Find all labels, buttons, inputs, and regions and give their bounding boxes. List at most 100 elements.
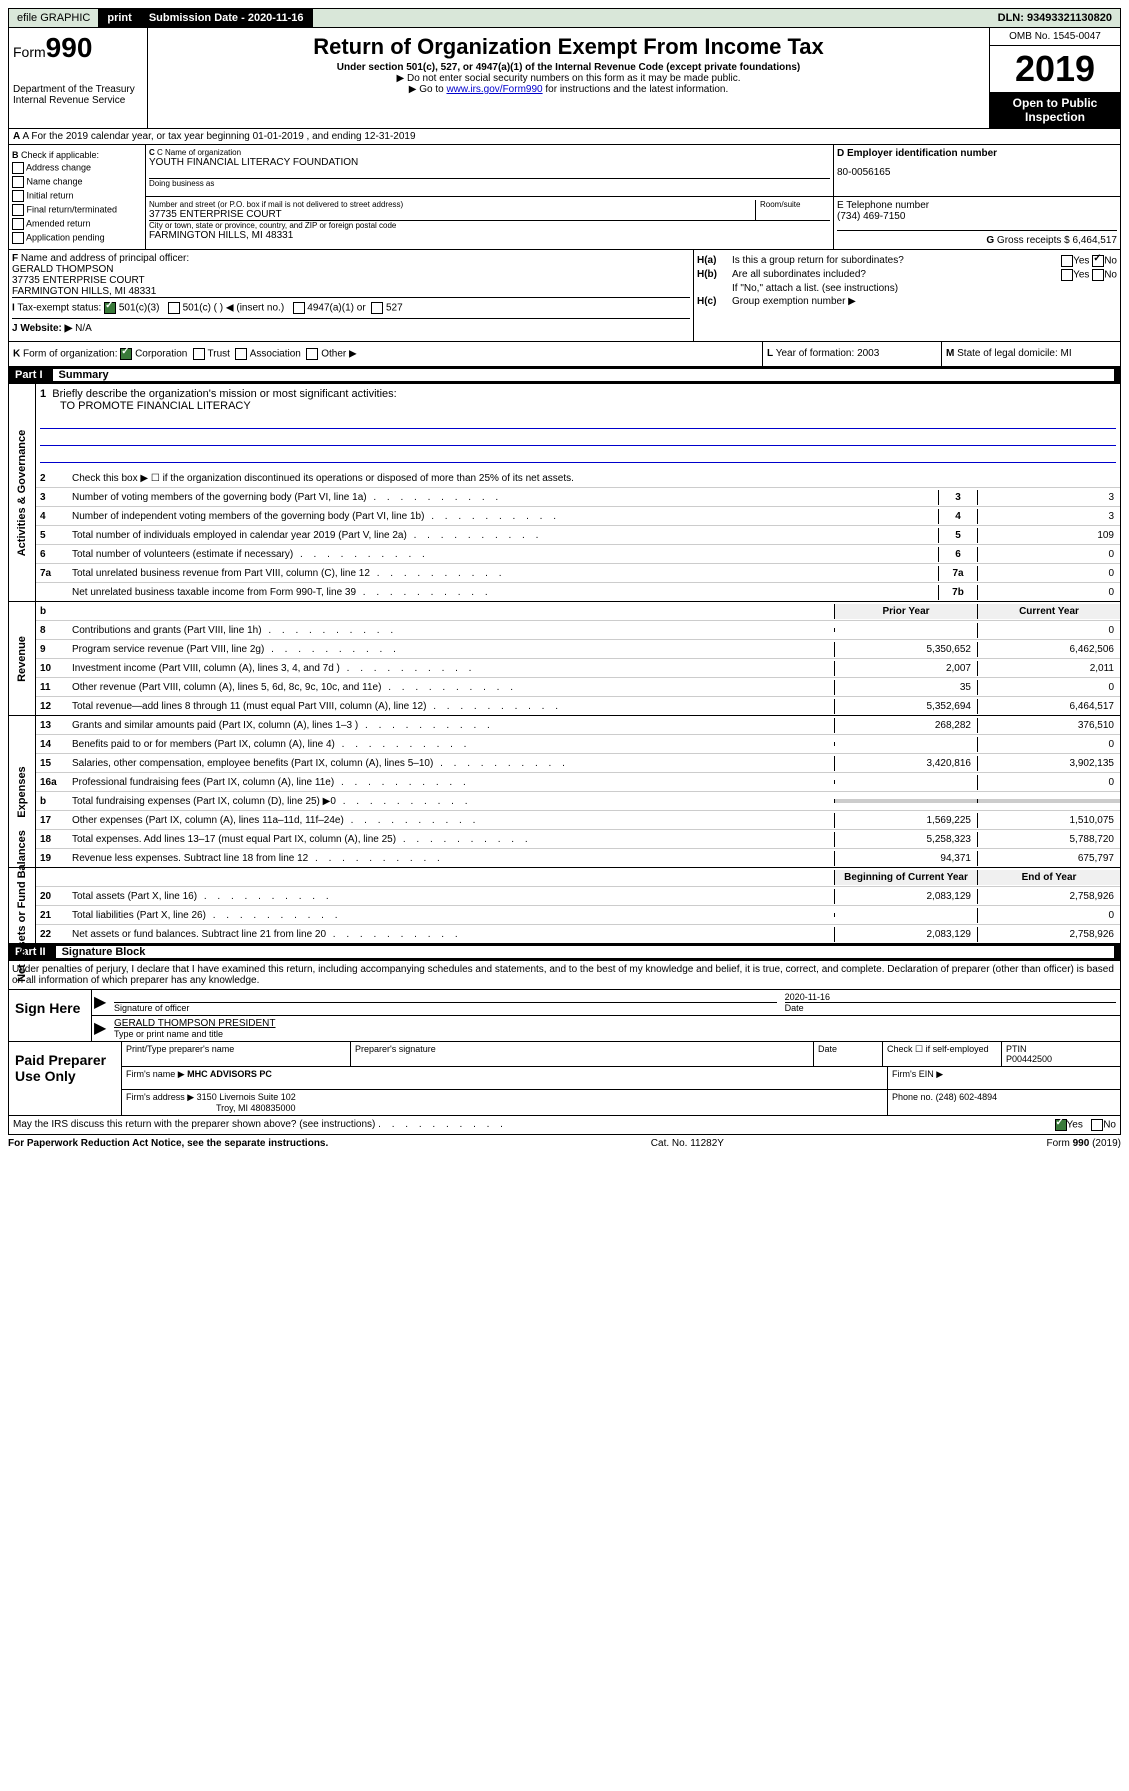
gov-box: 7b (938, 585, 977, 600)
exp-text: Total fundraising expenses (Part IX, col… (68, 794, 834, 809)
rev-num: 11 (36, 680, 68, 695)
b-initial-return[interactable]: Initial return (12, 190, 142, 202)
discuss-yes[interactable] (1055, 1119, 1067, 1131)
k-opt-1: Trust (208, 349, 230, 360)
na-text: Net assets or fund balances. Subtract li… (68, 927, 834, 942)
vert-activities: Activities & Governance (9, 384, 36, 601)
exp-text: Other expenses (Part IX, column (A), lin… (68, 813, 834, 828)
form990-link[interactable]: www.irs.gov/Form990 (446, 84, 542, 95)
gov-val: 0 (977, 566, 1120, 581)
gov-num: 4 (36, 509, 68, 524)
addr-value: 37735 ENTERPRISE COURT (149, 209, 755, 220)
rev-row-1: 9 Program service revenue (Part VIII, li… (36, 640, 1120, 659)
exp-text: Grants and similar amounts paid (Part IX… (68, 718, 834, 733)
check-527[interactable] (371, 302, 383, 314)
discuss-no[interactable] (1091, 1119, 1103, 1131)
sig-name-label: Type or print name and title (114, 1029, 1116, 1039)
hc-text: Group exemption number ▶ (732, 296, 1117, 307)
sign-arrow-2: ▶ (92, 1016, 110, 1041)
ptin-value: P00442500 (1006, 1054, 1116, 1064)
prior-year-header: Prior Year (834, 604, 977, 619)
b-address-change[interactable]: Address change (12, 162, 142, 174)
rev-row-0: 8 Contributions and grants (Part VIII, l… (36, 621, 1120, 640)
hb-text: Are all subordinates included? (732, 269, 1061, 281)
gov-val: 0 (977, 585, 1120, 600)
hb-no[interactable] (1092, 269, 1104, 281)
website-value: N/A (75, 323, 92, 334)
na-row-0: 20 Total assets (Part X, line 16) 2,083,… (36, 887, 1120, 906)
b-amended[interactable]: Amended return (12, 218, 142, 230)
cat-no: Cat. No. 11282Y (651, 1138, 724, 1149)
gov-box: 7a (938, 566, 977, 581)
gov-num (36, 590, 68, 594)
na-num: 21 (36, 908, 68, 923)
part2-title: Signature Block (56, 946, 1114, 958)
end-header: End of Year (977, 870, 1120, 885)
b-application[interactable]: Application pending (12, 232, 142, 244)
gov-val: 3 (977, 490, 1120, 505)
hb-yes[interactable] (1061, 269, 1073, 281)
rev-text: Investment income (Part VIII, column (A)… (68, 661, 834, 676)
rev-text: Total revenue—add lines 8 through 11 (mu… (68, 699, 834, 714)
k-other[interactable] (306, 348, 318, 360)
firm-addr-cell: Firm's address ▶ 3150 Livernois Suite 10… (122, 1090, 888, 1115)
room-label: Room/suite (760, 200, 830, 209)
row-i: I Tax-exempt status: 501(c)(3) 501(c) ( … (12, 298, 690, 318)
form-prefix: Form (13, 44, 46, 60)
k-corp[interactable] (120, 348, 132, 360)
firm-addr2-value: Troy, MI 480835000 (126, 1103, 296, 1113)
g-gross-receipts: G Gross receipts $ 6,464,517 (837, 235, 1117, 246)
form-number: Form990 (13, 32, 143, 64)
s1-num: 1 (40, 388, 46, 400)
exp-row-6: 18 Total expenses. Add lines 13–17 (must… (36, 830, 1120, 849)
firm-phone-cell: Phone no. (248) 602-4894 (888, 1090, 1120, 1115)
form-subtitle: Under section 501(c), 527, or 4947(a)(1)… (152, 62, 985, 73)
exp-num: 19 (36, 851, 68, 866)
row-a-tax-year: A A For the 2019 calendar year, or tax y… (8, 129, 1121, 145)
e-phone-label: E Telephone number (837, 200, 1117, 211)
officer-addr1: 37735 ENTERPRISE COURT (12, 275, 690, 286)
exp-prior: 3,420,816 (834, 756, 977, 771)
b-name-change[interactable]: Name change (12, 176, 142, 188)
ha-text: Is this a group return for subordinates? (732, 255, 1061, 267)
c-name-label: C C Name of organization (149, 148, 830, 157)
exp-row-3: 16a Professional fundraising fees (Part … (36, 773, 1120, 792)
ha-yes[interactable] (1061, 255, 1073, 267)
check-501c3[interactable] (104, 302, 116, 314)
c-name-label-text: C Name of organization (157, 148, 241, 157)
hc-label: H(c) (697, 296, 732, 307)
ha-no[interactable] (1092, 255, 1104, 267)
submission-date: Submission Date - 2020-11-16 (141, 9, 313, 27)
b-opt-2: Initial return (27, 190, 74, 200)
exp-text: Benefits paid to or for members (Part IX… (68, 737, 834, 752)
form-header: Form990 Department of the Treasury Inter… (8, 28, 1121, 129)
k-trust[interactable] (193, 348, 205, 360)
phone-value: (248) 602-4894 (936, 1092, 998, 1102)
na-beginning (834, 913, 977, 917)
column-f: F Name and address of principal officer:… (9, 250, 694, 341)
rev-current: 6,464,517 (977, 699, 1120, 714)
exp-prior: 94,371 (834, 851, 977, 866)
header-left: Form990 Department of the Treasury Inter… (9, 28, 148, 128)
gov-num: 3 (36, 490, 68, 505)
form-note1: ▶ Do not enter social security numbers o… (152, 73, 985, 84)
exp-prior (834, 780, 977, 784)
exp-prior (834, 742, 977, 746)
k-form-org: K Form of organization: Corporation Trus… (9, 342, 762, 366)
exp-prior: 1,569,225 (834, 813, 977, 828)
l-year: L Year of formation: 2003 (762, 342, 941, 366)
k-assoc[interactable] (235, 348, 247, 360)
l-val: 2003 (857, 348, 879, 359)
phone-label: Phone no. (892, 1092, 933, 1102)
b-final-return[interactable]: Final return/terminated (12, 204, 142, 216)
current-year-header: Current Year (977, 604, 1120, 619)
opt-501c3: 501(c)(3) (119, 303, 160, 314)
rev-num: 8 (36, 623, 68, 638)
check-4947[interactable] (293, 302, 305, 314)
gov-val: 3 (977, 509, 1120, 524)
na-beginning: 2,083,129 (834, 889, 977, 904)
check-501c[interactable] (168, 302, 180, 314)
gov-box: 4 (938, 509, 977, 524)
print-button[interactable]: print (99, 9, 140, 27)
note2-pre: ▶ Go to (409, 84, 447, 95)
